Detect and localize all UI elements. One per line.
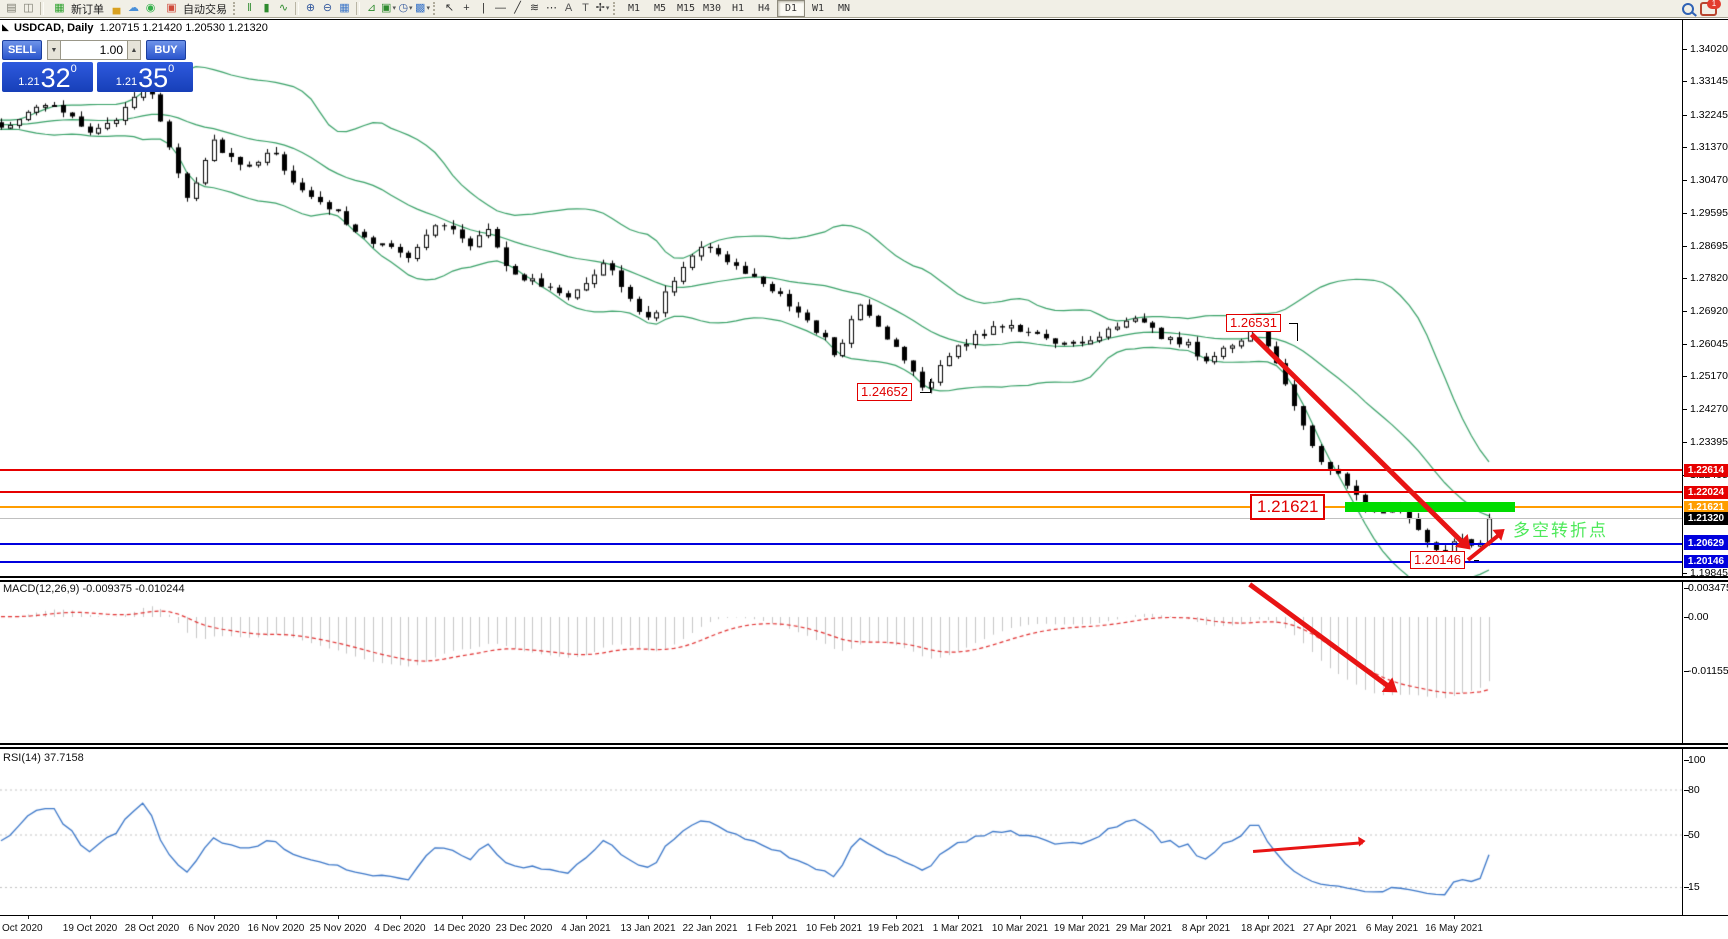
chart-title: USDCAD, Daily 1.20715 1.21420 1.20530 1.… — [14, 22, 268, 34]
buy-price-box[interactable]: 1.21 35 0 — [97, 62, 193, 92]
buy-price-big: 35 — [138, 63, 169, 93]
chat-icon[interactable]: 1 — [1700, 0, 1721, 16]
label-icon[interactable]: T — [582, 2, 589, 14]
sell-price-box[interactable]: 1.21 32 0 — [2, 62, 93, 92]
volume-stepper: ▼ ▲ — [47, 40, 141, 60]
new-order-icon: ▦ — [54, 2, 65, 14]
sell-price-big: 32 — [40, 63, 71, 93]
timeframe-M30-button[interactable]: M30 — [702, 3, 722, 14]
line-chart-icon[interactable]: ∿ — [278, 2, 289, 14]
period-icon[interactable]: ◷ ▾ — [398, 2, 413, 14]
timeframe-W1-button[interactable]: W1 — [811, 3, 825, 14]
market-watch-icon[interactable]: ▤ — [6, 2, 17, 14]
buy-price-base: 1.21 — [115, 76, 138, 88]
timeframe-H1-button[interactable]: H1 — [731, 3, 745, 14]
candlestick-chart-icon[interactable]: ▮ — [263, 2, 270, 14]
new-order-button[interactable]: ▦ 新订单 — [47, 1, 108, 16]
trendline-icon[interactable]: ╱ — [514, 2, 521, 14]
price-axis-border — [1682, 19, 1683, 916]
signals-icon[interactable]: ◉ — [145, 2, 156, 14]
sell-price-sup: 0 — [70, 63, 77, 75]
hline-icon[interactable]: — — [495, 2, 506, 14]
zoom-out-icon[interactable]: ⊖ — [322, 2, 333, 14]
timeframe-MN-button[interactable]: MN — [837, 3, 851, 14]
new-order-label: 新订单 — [71, 3, 104, 16]
sell-button[interactable]: SELL — [2, 40, 42, 60]
mql5-community-icon[interactable]: ☁ — [128, 2, 139, 14]
toolbar-grip[interactable] — [433, 2, 439, 15]
chart-symbol-period: USDCAD, Daily — [14, 22, 94, 34]
tile-windows-icon[interactable]: ▦ — [339, 2, 350, 14]
text-icon[interactable]: A — [564, 2, 573, 14]
timeframe-M5-button[interactable]: M5 — [653, 3, 667, 14]
timeframe-M1-button[interactable]: M1 — [627, 3, 641, 14]
autotrade-button[interactable]: ▣ 自动交易 — [159, 1, 231, 16]
toolbar-separator — [356, 2, 360, 15]
dropdown-caret-icon[interactable]: ▾ — [392, 5, 396, 12]
buy-price-sup: 0 — [168, 63, 175, 75]
dropdown-caret-icon[interactable]: ▾ — [426, 5, 430, 12]
new-chart-icon[interactable]: ▣ ▾ — [381, 2, 396, 14]
dropdown-caret-icon[interactable]: ▾ — [605, 5, 610, 12]
toolbar: ▤ ◫ ▦ 新订单 ▄ ☁ ◉ ▣ 自动交易 ‖ ▮ ∿ ⊕ ⊖ ▦ ⊿ ▣ ▾ ◷ ▾ ▩ ▾ ↖ + | — ╱ ≋ ⋯ A T ✢ ▾ M1… — [0, 0, 1728, 18]
crosshair-icon[interactable]: + — [463, 2, 470, 14]
volume-increase-button[interactable]: ▲ — [127, 40, 141, 60]
dropdown-caret-icon[interactable]: ▾ — [409, 5, 413, 12]
volume-decrease-button[interactable]: ▼ — [47, 40, 61, 60]
toolbar-grip[interactable] — [233, 2, 239, 15]
macd-values: -0.009375 -0.010244 — [82, 583, 185, 595]
chart-corner-mark: ◣ — [2, 22, 9, 32]
toolbar-separator — [40, 2, 44, 15]
search-icon[interactable] — [1682, 2, 1694, 15]
zoom-in-icon[interactable]: ⊕ — [305, 2, 316, 14]
timeframe-M15-button[interactable]: M15 — [676, 3, 696, 14]
buy-button[interactable]: BUY — [146, 40, 186, 60]
autotrade-icon: ▣ — [166, 2, 177, 14]
bar-chart-icon[interactable]: ‖ — [247, 2, 252, 14]
volume-input[interactable] — [61, 40, 127, 60]
sell-price-base: 1.21 — [18, 76, 40, 88]
vline-icon[interactable]: | — [482, 2, 485, 14]
toolbar-separator — [295, 2, 299, 15]
navigator-window-icon[interactable]: ◫ — [23, 2, 34, 14]
channel-icon[interactable]: ⋯ — [546, 2, 557, 14]
timeframe-D1-button[interactable]: D1 — [777, 0, 805, 17]
rsi-label: RSI(14) 37.7158 — [3, 752, 84, 764]
shapes-icon[interactable]: ✢ ▾ — [595, 2, 610, 14]
chart-ohlc-values: 1.20715 1.21420 1.20530 1.21320 — [99, 22, 268, 34]
fibo-icon[interactable]: ≋ — [529, 2, 540, 14]
macd-panel-separator[interactable] — [0, 576, 1728, 582]
notification-badge: 1 — [1707, 0, 1721, 9]
ea-gold-icon[interactable]: ▄ — [112, 2, 121, 14]
cursor-icon[interactable]: ↖ — [444, 2, 455, 14]
one-click-trading-panel: SELL ▼ ▲ BUY 1.21 32 0 1.21 35 0 — [2, 40, 198, 92]
toolbar-grip[interactable] — [613, 2, 619, 15]
rsi-value: 37.7158 — [43, 752, 84, 764]
template-icon[interactable]: ▩ ▾ — [415, 2, 430, 14]
indicators-icon[interactable]: ⊿ — [366, 2, 377, 14]
autotrade-label: 自动交易 — [183, 3, 227, 16]
toolbar-right: 1 — [1682, 0, 1721, 16]
date-axis-border — [0, 915, 1728, 916]
rsi-panel-separator[interactable] — [0, 743, 1728, 749]
timeframe-H4-button[interactable]: H4 — [757, 3, 771, 14]
macd-label: MACD(12,26,9) -0.009375 -0.010244 — [3, 583, 185, 595]
chart-top-border — [0, 19, 1728, 20]
